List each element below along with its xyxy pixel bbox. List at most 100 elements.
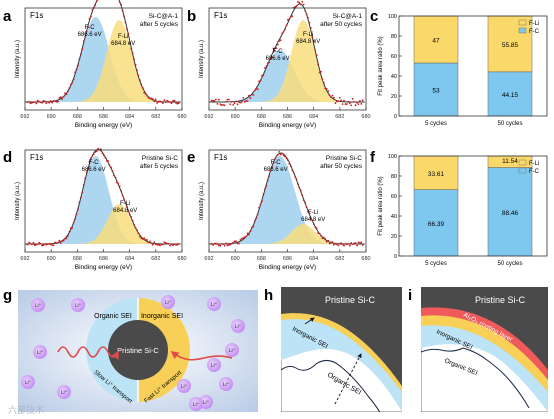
xps-chart-e: 692 690 688 686 684 682 680 Binding energy (eV)…: [199, 149, 371, 271]
y-tick-label: 80: [391, 34, 397, 40]
data-point: [210, 99, 213, 102]
data-point: [310, 217, 312, 220]
legend-swatch-fli: [518, 159, 527, 166]
data-point: [177, 102, 180, 105]
data-point: [266, 179, 269, 182]
data-point: [128, 41, 131, 44]
data-point: [359, 242, 361, 244]
data-point: [299, 189, 302, 192]
data-point: [320, 70, 322, 73]
x-tick-label: 682: [151, 114, 160, 120]
y-axis-label: Intensity (a.u.): [15, 182, 21, 220]
data-point: [156, 243, 159, 246]
condition-label: after 50 cycles: [320, 163, 363, 170]
data-point: [87, 167, 89, 170]
y-tick-label: 100: [388, 154, 397, 160]
li-ion-label: Li⁺: [181, 384, 188, 390]
data-point: [128, 213, 131, 216]
diagram-i: [421, 287, 548, 412]
data-point: [118, 185, 121, 188]
data-point: [151, 98, 154, 100]
data-point: [111, 170, 114, 172]
data-point: [32, 101, 35, 104]
data-point: [269, 57, 272, 60]
data-point: [285, 24, 288, 27]
panel-letter-i: i: [408, 287, 412, 304]
data-point: [315, 227, 318, 229]
data-point: [298, 1, 301, 4]
data-point: [75, 68, 78, 71]
data-point: [127, 211, 130, 213]
data-point: [48, 101, 51, 104]
data-point: [131, 52, 134, 55]
data-point: [173, 243, 176, 246]
data-point: [46, 243, 49, 246]
data-point: [312, 39, 315, 42]
category-label: 5 cycles: [425, 121, 447, 127]
data-point: [68, 230, 71, 233]
li-ion-label: Li⁺: [229, 348, 236, 354]
data-point: [29, 102, 32, 105]
data-point: [84, 177, 87, 180]
condition-label: after 50 cycles: [320, 21, 363, 28]
data-point: [58, 97, 61, 99]
x-tick-label: 692: [20, 256, 29, 262]
data-point: [272, 47, 275, 50]
data-point: [33, 244, 36, 247]
data-point: [252, 225, 255, 228]
data-point: [213, 242, 216, 245]
data-point: [137, 232, 140, 235]
data-point: [175, 243, 177, 246]
data-point: [301, 1, 304, 3]
peak-name-label: F-Li: [303, 32, 313, 38]
element-label: F1s: [30, 11, 43, 20]
data-point: [341, 103, 344, 105]
bar-value-label-fc: 88.46: [502, 210, 519, 217]
sample-label: Si-C@A-1: [149, 13, 179, 20]
y-tick-label: 20: [391, 94, 397, 100]
y-tick-label: 0: [394, 114, 397, 120]
li-ion-label: Li⁺: [211, 363, 218, 369]
peak-energy-label: 684.8 eV: [111, 41, 135, 47]
data-point: [72, 221, 75, 224]
data-point: [229, 103, 232, 106]
data-point: [65, 93, 68, 96]
data-point: [304, 10, 307, 12]
data-point: [172, 100, 174, 102]
data-point: [275, 47, 278, 50]
y-axis-label: Intensity (a.u.): [199, 182, 205, 220]
plot-frame: [398, 155, 548, 257]
data-point: [176, 102, 179, 105]
x-tick-label: 686: [99, 114, 108, 120]
data-point: [276, 153, 279, 156]
data-point: [228, 244, 230, 247]
fc-peak-fill: [25, 156, 182, 244]
data-point: [276, 43, 279, 46]
data-point: [90, 157, 92, 160]
x-tick-label: 680: [361, 114, 370, 120]
x-tick-label: 690: [231, 114, 240, 120]
diagram-h: [281, 287, 402, 412]
data-point: [65, 237, 68, 240]
data-point: [287, 18, 289, 21]
data-point: [232, 104, 235, 106]
x-tick-label: 684: [125, 256, 134, 262]
data-point: [255, 87, 258, 90]
data-point: [354, 242, 357, 244]
data-point: [64, 237, 66, 240]
bar-value-label-fli: 11.54: [502, 158, 518, 165]
x-tick-label: 692: [204, 256, 213, 262]
data-point: [346, 243, 348, 246]
data-point: [95, 0, 98, 2]
data-point: [29, 242, 32, 245]
data-point: [220, 104, 223, 107]
condition-label: after 5 cycles: [140, 163, 179, 170]
data-point: [302, 3, 305, 6]
peak-energy-label: 686.6 eV: [266, 56, 290, 62]
y-tick-label: 20: [391, 234, 397, 240]
data-point: [39, 101, 42, 104]
data-point: [315, 54, 318, 57]
data-point: [156, 102, 159, 104]
h-sei-boundary: [281, 360, 381, 412]
data-point: [71, 81, 74, 84]
